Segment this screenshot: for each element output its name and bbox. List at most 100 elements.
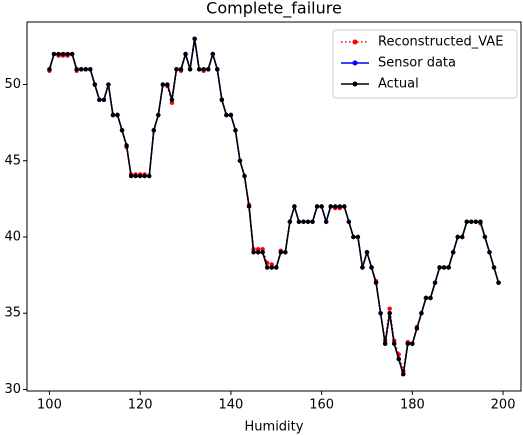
series-point [392,341,397,346]
series-point [119,128,125,133]
series-point [101,97,107,102]
series-point [305,219,311,224]
series-point [351,234,356,240]
series-point [187,67,193,72]
series-point [360,265,365,270]
series-point [473,219,479,224]
series-point [450,250,456,255]
series-point [464,219,469,224]
series-point [328,204,333,209]
y-tick-label: 35 [4,306,21,321]
legend-label: Sensor data [378,56,456,71]
series-point [405,341,411,346]
series-point [178,67,184,72]
series-point [156,112,161,118]
x-tick-label: 100 [37,398,62,413]
series-point [88,67,93,72]
plot-frame [26,21,522,392]
legend-box [332,29,518,99]
series-point [210,51,215,57]
series-point [51,51,57,57]
series-point [192,36,197,41]
series-point [160,82,166,87]
series-point [260,250,265,255]
series-point [128,173,134,179]
series-point [401,372,406,377]
series-point [292,204,297,209]
series-point [496,280,501,285]
legend-marker [352,60,358,66]
series-point [206,67,211,72]
series-point [169,100,175,106]
x-tick-label: 180 [400,398,425,413]
series-point [346,219,352,224]
x-axis-label: Humidity [245,420,304,435]
series-point [491,265,497,270]
series-point [369,265,374,270]
series-point [97,97,102,102]
series-point [364,250,370,255]
series-point [469,219,474,224]
series-point [228,112,234,118]
series-point [246,204,252,209]
series-point [373,280,379,285]
series-point [110,112,116,118]
legend-marker [352,81,358,87]
series-line [48,38,500,375]
series-point [441,265,447,270]
x-tick-label: 120 [128,398,153,413]
series-point [283,250,288,255]
series-point [423,295,429,301]
series-point [387,311,392,316]
series-point [428,295,433,301]
legend-label: Actual [378,77,419,92]
series-point [287,219,293,224]
series-point [137,173,143,179]
x-tick-label: 200 [491,398,516,413]
series-point [92,82,98,87]
series-point [310,219,315,224]
series-point [274,265,279,270]
series-point [446,265,451,270]
series-point [47,67,52,72]
series-point [233,128,238,133]
series-point [355,234,361,240]
series-point [255,246,261,252]
series-point [487,250,492,255]
series-point [74,67,79,72]
series-point [342,204,347,209]
series-point [260,246,265,252]
series-point [478,219,483,224]
series-point [437,265,442,270]
legend-label: Reconstructed_VAE [378,35,503,50]
series-point [56,51,61,57]
series-point [278,250,284,255]
series-point [378,311,383,316]
series-point [201,67,206,72]
series-point [219,97,225,102]
series-point [269,265,274,270]
series-point [460,234,465,240]
series-point [215,67,220,72]
series-point [169,97,175,102]
series-point [323,219,329,224]
series-point [83,67,88,72]
series-point [319,204,324,209]
x-tick-label: 160 [309,398,334,413]
series-point [419,311,424,316]
series-point [314,204,320,209]
series-point [133,173,138,179]
series-point [414,326,420,331]
y-tick-label: 40 [4,229,21,244]
series-point [382,341,388,346]
x-tick-label: 140 [218,398,243,413]
y-tick-label: 30 [4,382,21,397]
series-point [432,280,438,285]
series-point [269,262,274,267]
y-tick-label: 45 [4,153,21,168]
series-point [333,204,338,209]
series-point [301,219,306,224]
series-point [396,356,401,362]
series-point [196,67,202,72]
